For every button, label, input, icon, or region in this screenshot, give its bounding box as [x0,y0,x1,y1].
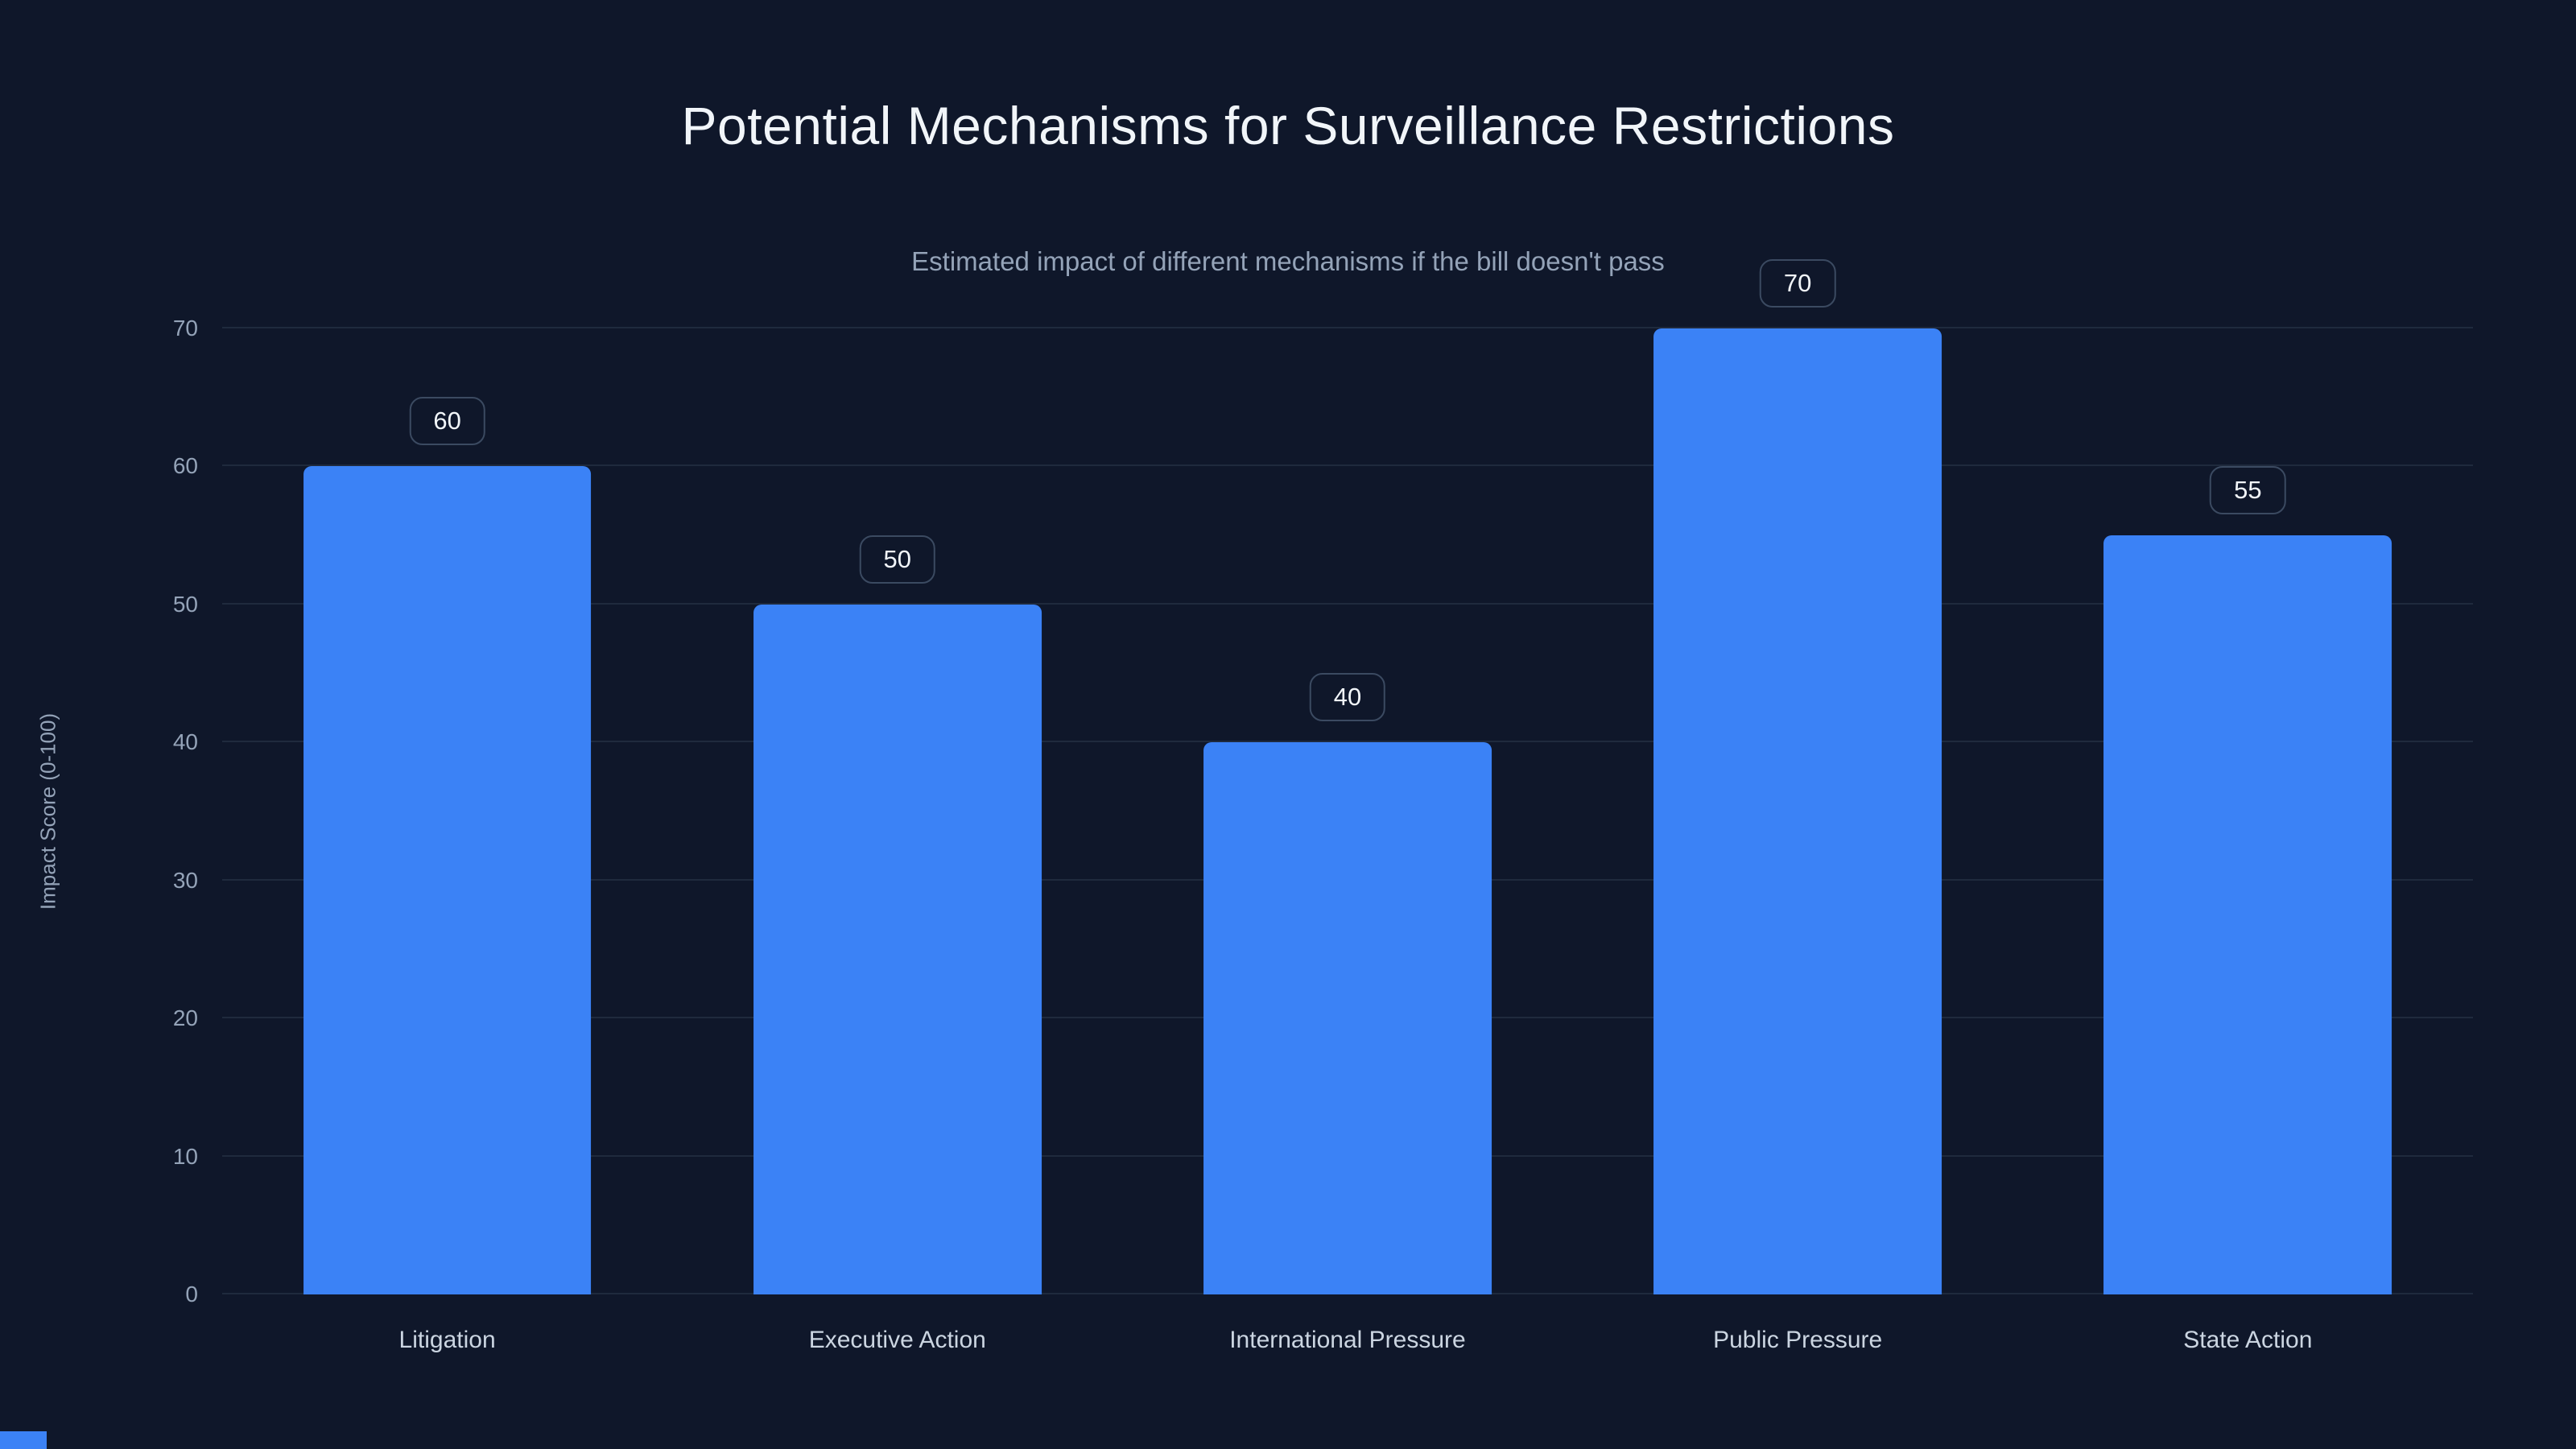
gridline [222,741,2473,743]
x-category-label: Public Pressure [1713,1327,1883,1353]
x-category-label: Litigation [398,1327,496,1353]
bar-litigation [303,466,592,1294]
bottom-left-accent [0,1431,47,1449]
chart-subtitle: Estimated impact of different mechanisms… [911,246,1665,276]
chart-title: Potential Mechanisms for Surveillance Re… [681,96,1895,155]
gridline [222,327,2473,328]
gridline [222,602,2473,605]
value-label: 40 [1309,673,1386,722]
bar-group-public-pressure: 70 Public Pressure [1573,259,2023,1353]
bars-layer: 60 Litigation 50 Executive Action 40 Internat… [222,259,2473,1353]
y-tick-label: 40 [172,729,198,755]
plot-area: 0 10 20 30 40 50 60 70 60 Litigation 50 Executive … [173,259,2473,1353]
x-category-label: State Action [2183,1327,2313,1353]
y-tick-label: 50 [172,591,198,617]
y-axis-label: Impact Score (0-100) [35,712,60,910]
gridline [222,464,2473,467]
x-category-label: Executive Action [808,1327,986,1353]
bar-group-state-action: 55 State Action [2023,328,2473,1353]
value-label: 60 [409,397,485,446]
value-label: 50 [859,535,936,584]
value-label: 55 [2210,466,2286,515]
value-label: 70 [1759,259,1836,308]
x-category-label: International Pressure [1229,1327,1466,1353]
bar-public-pressure [1653,328,1942,1294]
y-tick-label: 30 [172,867,198,893]
y-tick-label: 60 [172,453,198,479]
bar-executive-action [753,604,1042,1294]
bar-state-action [2103,535,2392,1294]
y-tick-label: 10 [172,1143,198,1169]
y-tick-label: 0 [185,1282,198,1307]
bar-group-litigation: 60 Litigation [222,328,672,1353]
bar-group-international-pressure: 40 International Pressure [1122,328,1572,1353]
y-tick-label: 20 [172,1005,198,1031]
bar-international-pressure [1203,742,1492,1294]
bar-group-executive-action: 50 Executive Action [672,328,1122,1353]
y-tick-label: 70 [172,316,198,341]
